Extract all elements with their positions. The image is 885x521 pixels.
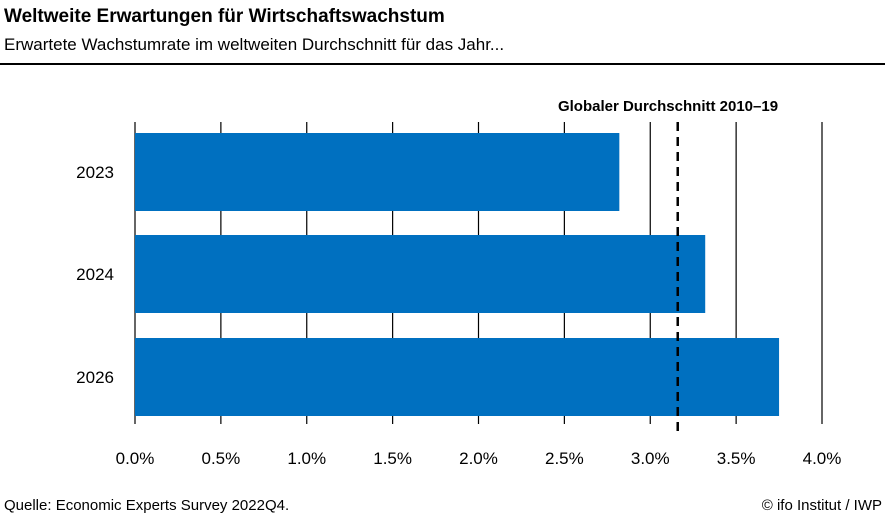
- chart-title: Weltweite Erwartungen für Wirtschaftswac…: [4, 6, 445, 27]
- category-label: 2026: [76, 368, 114, 387]
- x-tick-label: 4.0%: [803, 449, 842, 468]
- x-tick-label: 3.5%: [717, 449, 756, 468]
- source-note: Quelle: Economic Experts Survey 2022Q4.: [4, 497, 290, 514]
- x-tick-label: 0.0%: [116, 449, 155, 468]
- chart-subtitle: Erwartete Wachstumrate im weltweiten Dur…: [4, 35, 505, 54]
- x-tick-label: 3.0%: [631, 449, 670, 468]
- x-tick-label: 1.0%: [287, 449, 326, 468]
- bar: [135, 235, 706, 313]
- bar: [135, 133, 620, 211]
- category-label: 2023: [76, 163, 114, 182]
- bar: [135, 338, 780, 416]
- x-tick-label: 2.5%: [545, 449, 584, 468]
- x-tick-label: 0.5%: [202, 449, 241, 468]
- x-tick-label: 2.0%: [459, 449, 498, 468]
- header-divider: [0, 63, 885, 65]
- x-tick-label: 1.5%: [373, 449, 412, 468]
- reference-line-label: Globaler Durchschnitt 2010–19: [558, 98, 778, 115]
- copyright-note: © ifo Institut / IWP: [761, 497, 882, 514]
- category-label: 2024: [76, 265, 114, 284]
